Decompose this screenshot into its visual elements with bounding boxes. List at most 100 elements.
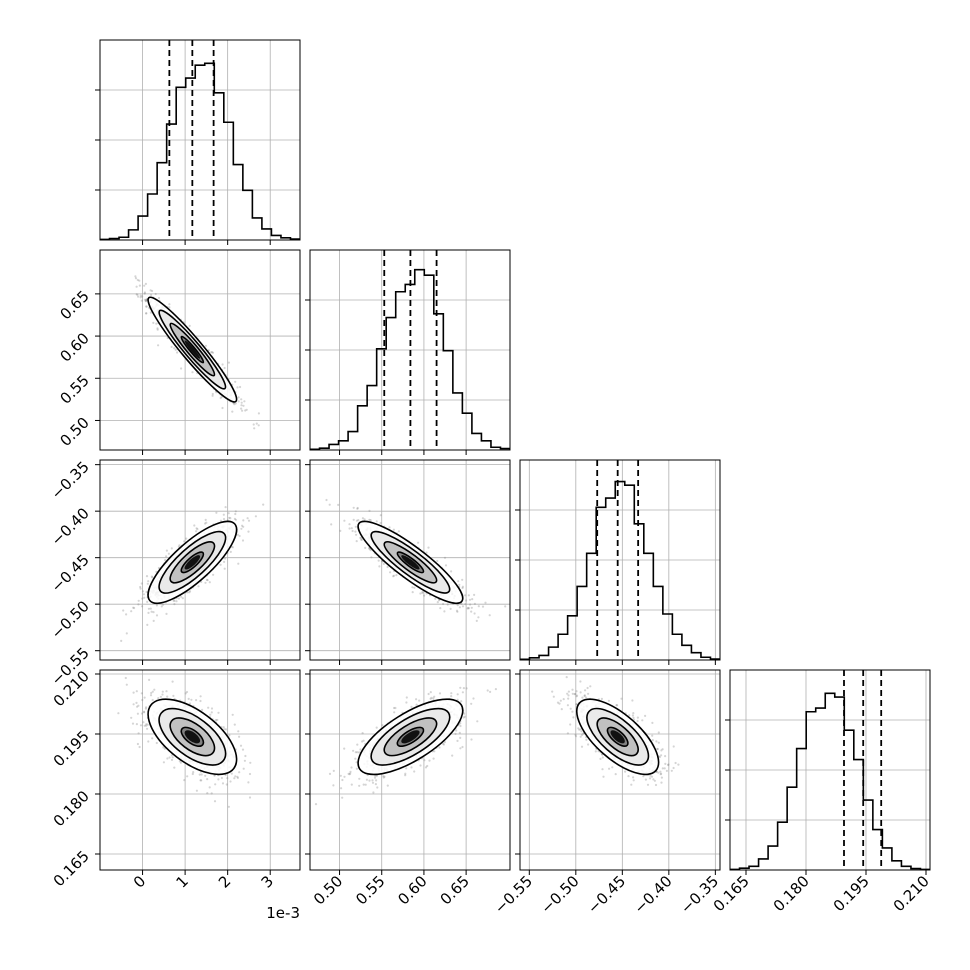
sample-point [170, 758, 174, 762]
sample-point [208, 786, 211, 789]
sample-point [211, 392, 214, 396]
sample-point [155, 604, 158, 607]
sample-point [150, 575, 153, 578]
panel-frame [309, 459, 511, 661]
sample-point [145, 298, 148, 301]
sample-point [429, 697, 432, 700]
sample-point [332, 784, 335, 787]
contour-line [169, 322, 216, 377]
sample-point [187, 697, 190, 701]
sample-point [255, 422, 258, 425]
sample-point [199, 779, 202, 782]
sample-point [660, 754, 663, 757]
sample-point [238, 735, 241, 738]
sample-point [146, 582, 149, 585]
sample-point [386, 565, 389, 569]
histogram-panel-0 [95, 39, 301, 245]
sample-point [140, 299, 143, 302]
sample-point [141, 698, 144, 702]
sample-point [246, 517, 249, 520]
sample-point [581, 696, 584, 699]
sample-point [161, 693, 164, 696]
sample-point [217, 711, 220, 714]
sample-point [379, 514, 382, 517]
panel-frame [99, 459, 301, 661]
sample-point [159, 695, 162, 698]
sample-point [151, 576, 154, 579]
sample-point [328, 772, 332, 776]
sample-point [405, 767, 408, 770]
sample-point [245, 408, 248, 411]
contour-line [169, 717, 216, 757]
sample-point [433, 750, 436, 753]
sample-point [141, 295, 144, 298]
panel-frame [99, 669, 301, 871]
sample-point [151, 289, 154, 293]
sample-point [117, 712, 120, 715]
sample-point [451, 754, 454, 757]
sample-point [465, 687, 468, 690]
sample-point [180, 367, 183, 370]
sample-point [348, 773, 351, 776]
contour-line [357, 698, 464, 776]
sample-point [183, 779, 186, 782]
sample-point [461, 578, 464, 581]
density-peak [401, 555, 420, 570]
sample-point [171, 756, 174, 759]
sample-point [562, 698, 565, 701]
sample-point [373, 776, 377, 779]
sample-point [210, 792, 213, 795]
sample-point [228, 734, 231, 737]
density-panel-3-1 [305, 669, 511, 875]
sample-point [206, 778, 209, 781]
sample-point [468, 598, 472, 601]
sample-point [578, 728, 581, 731]
sample-point [459, 747, 462, 750]
sample-point [436, 559, 439, 563]
sample-point [188, 324, 191, 327]
sample-point [147, 607, 150, 610]
contour-line [357, 520, 464, 605]
sample-point [130, 716, 133, 719]
sample-point [340, 787, 343, 790]
sample-point [415, 703, 418, 706]
sample-point [198, 773, 201, 776]
sample-point [145, 312, 148, 315]
sample-point [375, 779, 378, 782]
sample-point [142, 593, 145, 596]
sample-point [257, 412, 260, 415]
sample-point [165, 555, 168, 558]
sample-point [139, 585, 142, 589]
sample-point [147, 740, 150, 743]
sample-point [351, 529, 354, 533]
sample-point [149, 607, 152, 610]
sample-point [443, 610, 446, 613]
sample-point [442, 602, 445, 606]
sample-point [222, 517, 226, 521]
sample-point [375, 726, 378, 729]
sample-point [325, 498, 328, 502]
sample-point [349, 772, 352, 775]
sample-point [359, 748, 362, 751]
sample-point [470, 606, 473, 609]
sample-point [660, 749, 663, 752]
sample-point [392, 575, 395, 578]
contour-line [158, 707, 227, 766]
sample-point [136, 293, 139, 296]
sample-point [156, 327, 159, 330]
sample-point [419, 592, 422, 595]
sample-point [153, 688, 156, 691]
sample-point [433, 695, 436, 698]
sample-point [314, 803, 318, 806]
sample-point [174, 348, 177, 351]
contour-line [158, 530, 227, 594]
contour-line [383, 541, 438, 584]
sample-point [144, 282, 147, 285]
sample-point [356, 751, 359, 754]
density-contours [357, 698, 464, 776]
sample-point [341, 796, 344, 799]
sample-point [149, 311, 152, 314]
sample-point [180, 595, 183, 598]
sample-point [204, 518, 207, 522]
sample-point [224, 557, 227, 560]
